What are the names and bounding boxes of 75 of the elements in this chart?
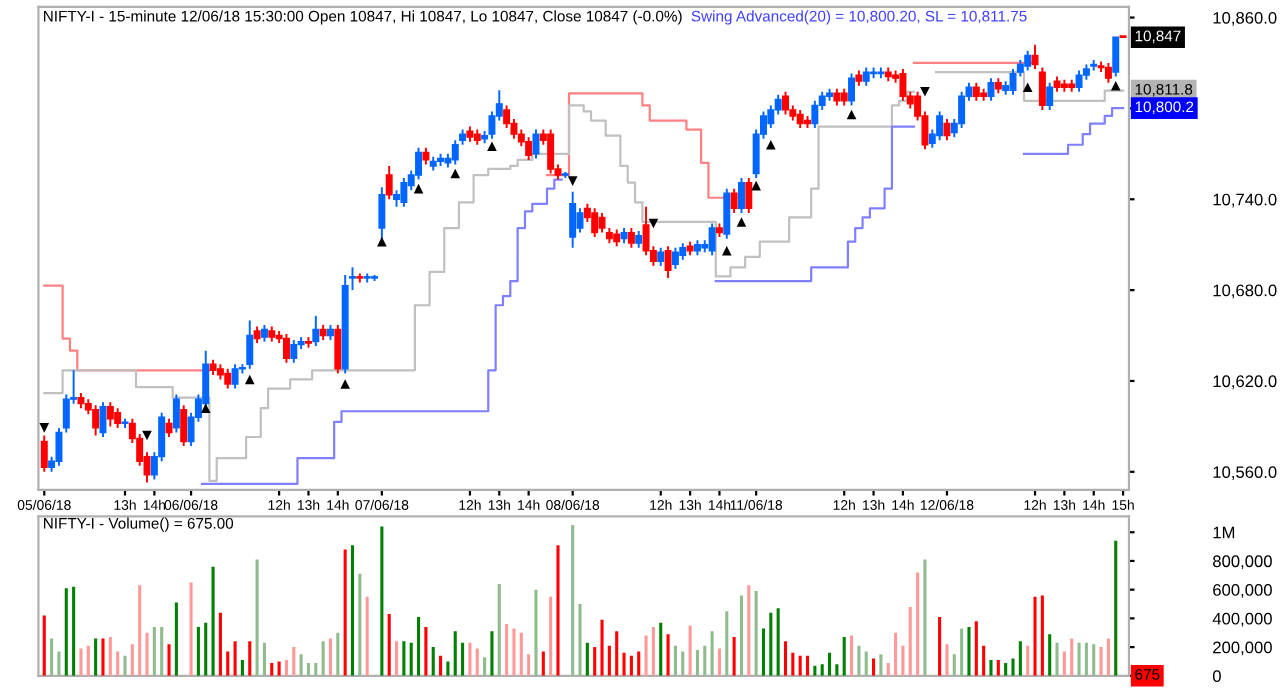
candlestick xyxy=(899,68,907,102)
candlestick xyxy=(1031,43,1039,71)
candlestick xyxy=(385,164,393,201)
candlestick xyxy=(525,136,533,161)
candlestick xyxy=(730,187,738,214)
candlestick xyxy=(400,177,408,208)
point xyxy=(721,245,732,256)
point xyxy=(487,141,497,152)
candlestick xyxy=(224,367,232,390)
y-tick-label: 0 xyxy=(1212,670,1221,683)
y-tick-label: 200,000 xyxy=(1213,641,1272,656)
candlestick xyxy=(811,99,819,130)
candlestick xyxy=(334,323,342,375)
candlestick xyxy=(591,207,599,239)
candlestick xyxy=(723,187,731,240)
candlestick xyxy=(165,417,173,438)
candlestick xyxy=(576,207,584,234)
y-tick-label: 10,560.0 xyxy=(1213,466,1277,480)
candlestick xyxy=(99,401,107,438)
y-tick-label: 10,740.0 xyxy=(1213,193,1277,208)
candlestick xyxy=(657,246,665,267)
point xyxy=(766,139,776,150)
point xyxy=(736,217,747,227)
point xyxy=(340,379,350,389)
candlestick xyxy=(40,434,48,473)
candlestick xyxy=(1104,62,1112,84)
candlestick xyxy=(378,186,386,243)
point xyxy=(920,86,930,97)
candlestick xyxy=(1046,81,1054,111)
y-tick-label: 400,000 xyxy=(1212,612,1272,627)
candlestick xyxy=(671,246,679,270)
candlestick xyxy=(972,81,980,102)
candlestick xyxy=(664,245,672,279)
candlestick xyxy=(569,190,577,249)
candlestick xyxy=(1075,69,1083,93)
candlestick xyxy=(106,401,114,428)
candlestick xyxy=(1038,66,1046,111)
candlestick xyxy=(231,363,239,390)
candlestick xyxy=(943,118,951,142)
candlestick xyxy=(547,128,555,175)
candlestick xyxy=(246,319,254,370)
point xyxy=(648,218,659,229)
point xyxy=(244,374,255,385)
y-tick-label: 10,680.0 xyxy=(1213,284,1277,299)
point xyxy=(200,403,211,414)
candlestick xyxy=(782,90,789,116)
candlestick xyxy=(172,393,180,434)
point xyxy=(450,168,461,179)
candlestick xyxy=(114,407,122,429)
candlestick xyxy=(708,222,716,257)
y-tick-label: 800,000 xyxy=(1213,555,1272,570)
candlestick xyxy=(180,404,188,448)
point xyxy=(567,176,578,186)
candlestick xyxy=(796,108,804,130)
candlestick xyxy=(282,333,290,364)
candlestick xyxy=(745,177,753,214)
point xyxy=(1110,80,1121,91)
y-tick-label: 1M xyxy=(1213,526,1235,539)
candlestick xyxy=(312,314,320,348)
y-tick-label: 10,620.0 xyxy=(1213,375,1277,390)
point xyxy=(39,423,50,433)
candlestick xyxy=(290,339,298,364)
y-tick-label: 600,000 xyxy=(1213,584,1272,598)
candlestick xyxy=(92,404,100,437)
candlestick xyxy=(737,177,745,214)
candlestick xyxy=(936,110,944,142)
point xyxy=(1022,82,1033,93)
candlestick xyxy=(1112,36,1120,78)
candlestick xyxy=(862,66,870,87)
candlestick xyxy=(532,128,540,160)
candlestick xyxy=(627,227,635,249)
candlestick xyxy=(958,90,966,130)
candlestick xyxy=(1024,49,1032,72)
y-tick-label: 10,860.0 xyxy=(1213,11,1277,26)
candlestick xyxy=(848,72,856,107)
